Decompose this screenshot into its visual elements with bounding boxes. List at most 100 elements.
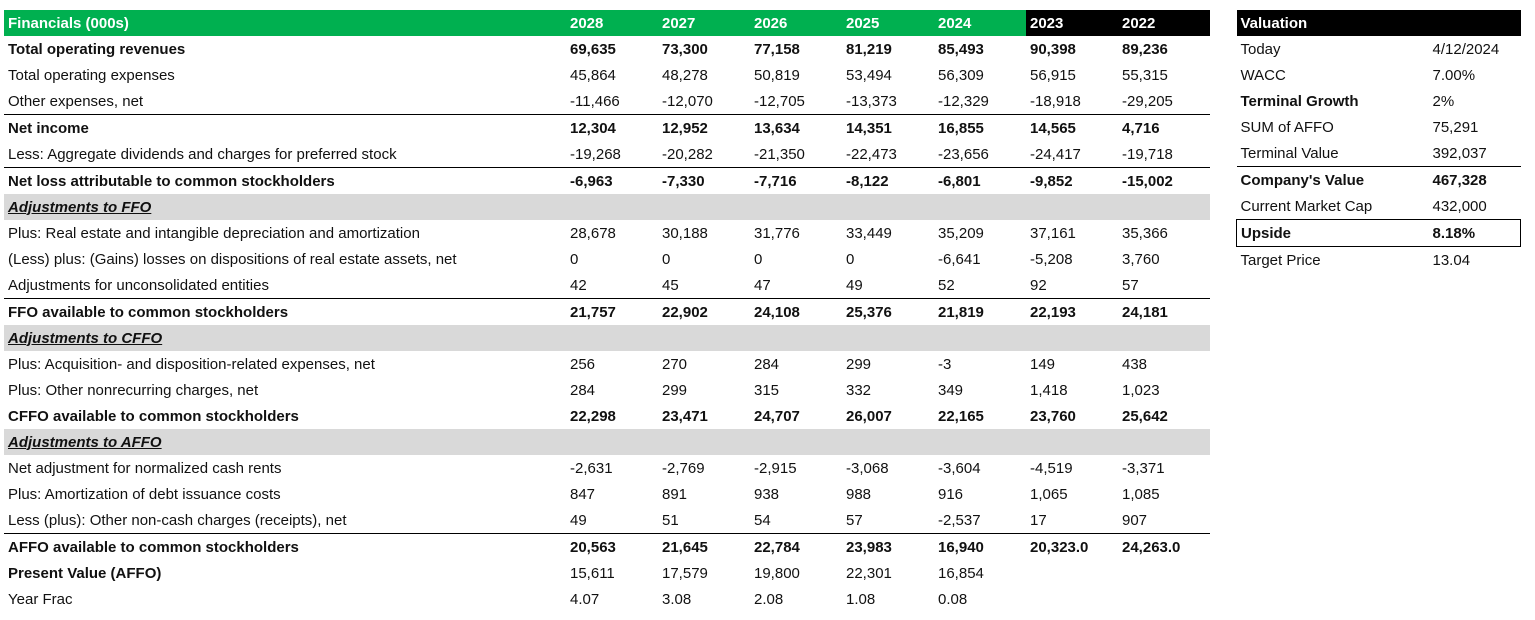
cell-2023[interactable]: 14,565 [1026,114,1118,141]
cell-2025[interactable] [842,429,934,455]
row-label[interactable]: Plus: Other nonrecurring charges, net [8,381,259,399]
cell-2023[interactable]: -9,852 [1026,167,1118,194]
row-label[interactable]: Adjustments for unconsolidated entities [8,276,269,294]
cell-2022[interactable] [1118,194,1210,220]
cell-2027[interactable]: -7,330 [658,167,750,194]
cell-2024[interactable]: 35,209 [938,224,984,242]
cell-2026[interactable]: 0 [754,250,763,268]
valuation-label[interactable]: Terminal Value [1240,144,1339,162]
cell-2024[interactable]: 916 [938,485,964,503]
cell-2028[interactable]: 69,635 [570,40,616,58]
cell-2024[interactable]: -6,801 [934,167,1026,194]
row-label[interactable]: CFFO available to common stockholders [8,407,299,425]
cell-2024[interactable]: 85,493 [938,40,984,58]
cell-2025[interactable]: 49 [846,276,863,294]
cell-2025[interactable]: 81,219 [846,40,892,58]
row-label[interactable]: Other expenses, net [8,92,144,110]
cell-2028[interactable]: 28,678 [570,224,616,242]
cell-2028[interactable] [566,325,658,351]
cell-2025[interactable]: 0 [846,250,855,268]
year-header[interactable]: 2027 [658,10,750,36]
row-label[interactable]: AFFO available to common stockholders [4,533,566,560]
cell-2027[interactable]: 22,902 [658,298,750,325]
cell-2022[interactable]: -19,718 [1122,145,1173,163]
cell-2027[interactable]: 17,579 [662,564,708,582]
cell-2023[interactable]: 149 [1030,355,1056,373]
cell-2026[interactable]: -21,350 [754,145,805,163]
cell-2022[interactable]: 89,236 [1122,40,1168,58]
valuation-value[interactable]: 392,037 [1432,144,1487,162]
cell-2027[interactable]: 0 [662,250,671,268]
cell-2022[interactable]: 24,263.0 [1118,533,1210,560]
row-label[interactable]: Less (plus): Other non-cash charges (rec… [8,511,347,529]
cell-2022[interactable]: 35,366 [1122,224,1168,242]
cell-2024[interactable]: -6,641 [938,250,981,268]
valuation-value[interactable]: 467,328 [1428,166,1521,193]
cell-2023[interactable]: -4,519 [1030,459,1073,477]
row-label[interactable]: Less: Aggregate dividends and charges fo… [8,145,397,163]
cell-2028[interactable]: 12,304 [566,114,658,141]
cell-2026[interactable]: -7,716 [750,167,842,194]
cell-2026[interactable]: 315 [754,381,780,399]
cell-2026[interactable]: -2,915 [754,459,797,477]
row-label[interactable]: Plus: Acquisition- and disposition-relat… [8,355,375,373]
valuation-label[interactable]: Today [1240,40,1281,58]
row-label[interactable]: Net income [4,114,566,141]
cell-2022[interactable]: 24,181 [1118,298,1210,325]
valuation-value[interactable]: 4/12/2024 [1432,40,1500,58]
row-label[interactable]: Adjustments to AFFO [4,429,566,455]
cell-2024[interactable]: 16,940 [934,533,1026,560]
cell-2026[interactable]: 54 [754,511,771,529]
cell-2027[interactable]: 3.08 [662,590,692,608]
cell-2024[interactable]: -23,656 [938,145,989,163]
cell-2022[interactable]: 438 [1122,355,1148,373]
cell-2028[interactable]: 4.07 [570,590,600,608]
cell-2026[interactable]: 50,819 [754,66,800,84]
cell-2024[interactable]: 56,309 [938,66,984,84]
cell-2024[interactable]: 22,165 [938,407,984,425]
valuation-value[interactable]: 7.00% [1432,66,1476,84]
cell-2027[interactable]: 45 [662,276,679,294]
valuation-label[interactable]: Terminal Growth [1240,92,1359,110]
cell-2026[interactable]: 284 [754,355,780,373]
cell-2023[interactable]: 20,323.0 [1026,533,1118,560]
cell-2022[interactable]: 3,760 [1122,250,1160,268]
cell-2022[interactable]: -29,205 [1122,92,1173,110]
cell-2026[interactable]: 22,784 [750,533,842,560]
cell-2025[interactable]: 14,351 [842,114,934,141]
cell-2025[interactable]: 26,007 [846,407,892,425]
row-label[interactable]: Adjustments to CFFO [4,325,566,351]
row-label[interactable]: Plus: Real estate and intangible depreci… [8,224,420,242]
cell-2028[interactable]: -6,963 [566,167,658,194]
cell-2027[interactable]: 299 [662,381,688,399]
valuation-header-blank[interactable] [1428,10,1521,36]
cell-2028[interactable]: -11,466 [570,92,620,110]
valuation-title[interactable]: Valuation [1236,10,1429,36]
year-header[interactable]: 2028 [566,10,658,36]
cell-2028[interactable]: 42 [570,276,587,294]
cell-2027[interactable]: -12,070 [662,92,713,110]
cell-2025[interactable]: -3,068 [846,459,889,477]
year-header[interactable]: 2025 [842,10,934,36]
valuation-value[interactable]: 8.18% [1428,219,1521,247]
cell-2022[interactable] [1118,560,1210,586]
cell-2024[interactable]: 21,819 [934,298,1026,325]
cell-2028[interactable]: 21,757 [566,298,658,325]
cell-2025[interactable]: -22,473 [846,145,897,163]
row-label[interactable]: Net loss attributable to common stockhol… [4,167,566,194]
cell-2028[interactable]: -2,631 [570,459,613,477]
year-header[interactable]: 2024 [934,10,1026,36]
cell-2023[interactable]: 92 [1030,276,1047,294]
cell-2023[interactable] [1026,586,1118,612]
cell-2024[interactable]: 16,854 [938,564,984,582]
valuation-value[interactable]: 2% [1432,92,1455,110]
cell-2025[interactable] [842,325,934,351]
cell-2024[interactable]: -12,329 [938,92,989,110]
cell-2022[interactable] [1118,325,1210,351]
cell-2027[interactable]: 21,645 [658,533,750,560]
cell-2022[interactable]: 1,023 [1122,381,1160,399]
cell-2028[interactable]: 0 [570,250,579,268]
cell-2025[interactable]: 33,449 [846,224,892,242]
cell-2027[interactable] [658,194,750,220]
year-header[interactable]: 2026 [750,10,842,36]
